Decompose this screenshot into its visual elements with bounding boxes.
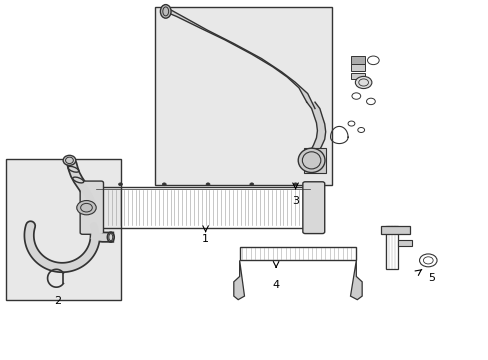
- FancyBboxPatch shape: [302, 182, 324, 234]
- Bar: [351, 56, 365, 64]
- Circle shape: [118, 183, 122, 186]
- Circle shape: [249, 183, 253, 186]
- Text: 1: 1: [202, 234, 209, 244]
- Ellipse shape: [160, 5, 171, 18]
- Bar: [351, 64, 365, 71]
- Ellipse shape: [298, 148, 325, 172]
- Bar: [351, 73, 365, 79]
- Bar: [239, 247, 356, 260]
- FancyBboxPatch shape: [80, 181, 103, 234]
- Polygon shape: [303, 148, 325, 173]
- Text: 2: 2: [54, 296, 61, 306]
- Polygon shape: [233, 260, 244, 300]
- Bar: [380, 226, 409, 234]
- Polygon shape: [162, 10, 314, 109]
- Circle shape: [355, 76, 371, 89]
- Circle shape: [77, 201, 96, 215]
- Bar: [385, 226, 397, 269]
- Text: 3: 3: [291, 197, 299, 206]
- Bar: [6, 158, 120, 300]
- Bar: [96, 187, 309, 228]
- Circle shape: [162, 183, 166, 186]
- Bar: [154, 7, 331, 185]
- Text: 5: 5: [427, 273, 434, 283]
- Bar: [397, 240, 411, 246]
- Ellipse shape: [63, 156, 76, 165]
- Polygon shape: [306, 102, 325, 153]
- Text: 4: 4: [272, 280, 279, 291]
- Circle shape: [293, 183, 297, 186]
- Circle shape: [205, 183, 209, 186]
- Polygon shape: [350, 260, 362, 300]
